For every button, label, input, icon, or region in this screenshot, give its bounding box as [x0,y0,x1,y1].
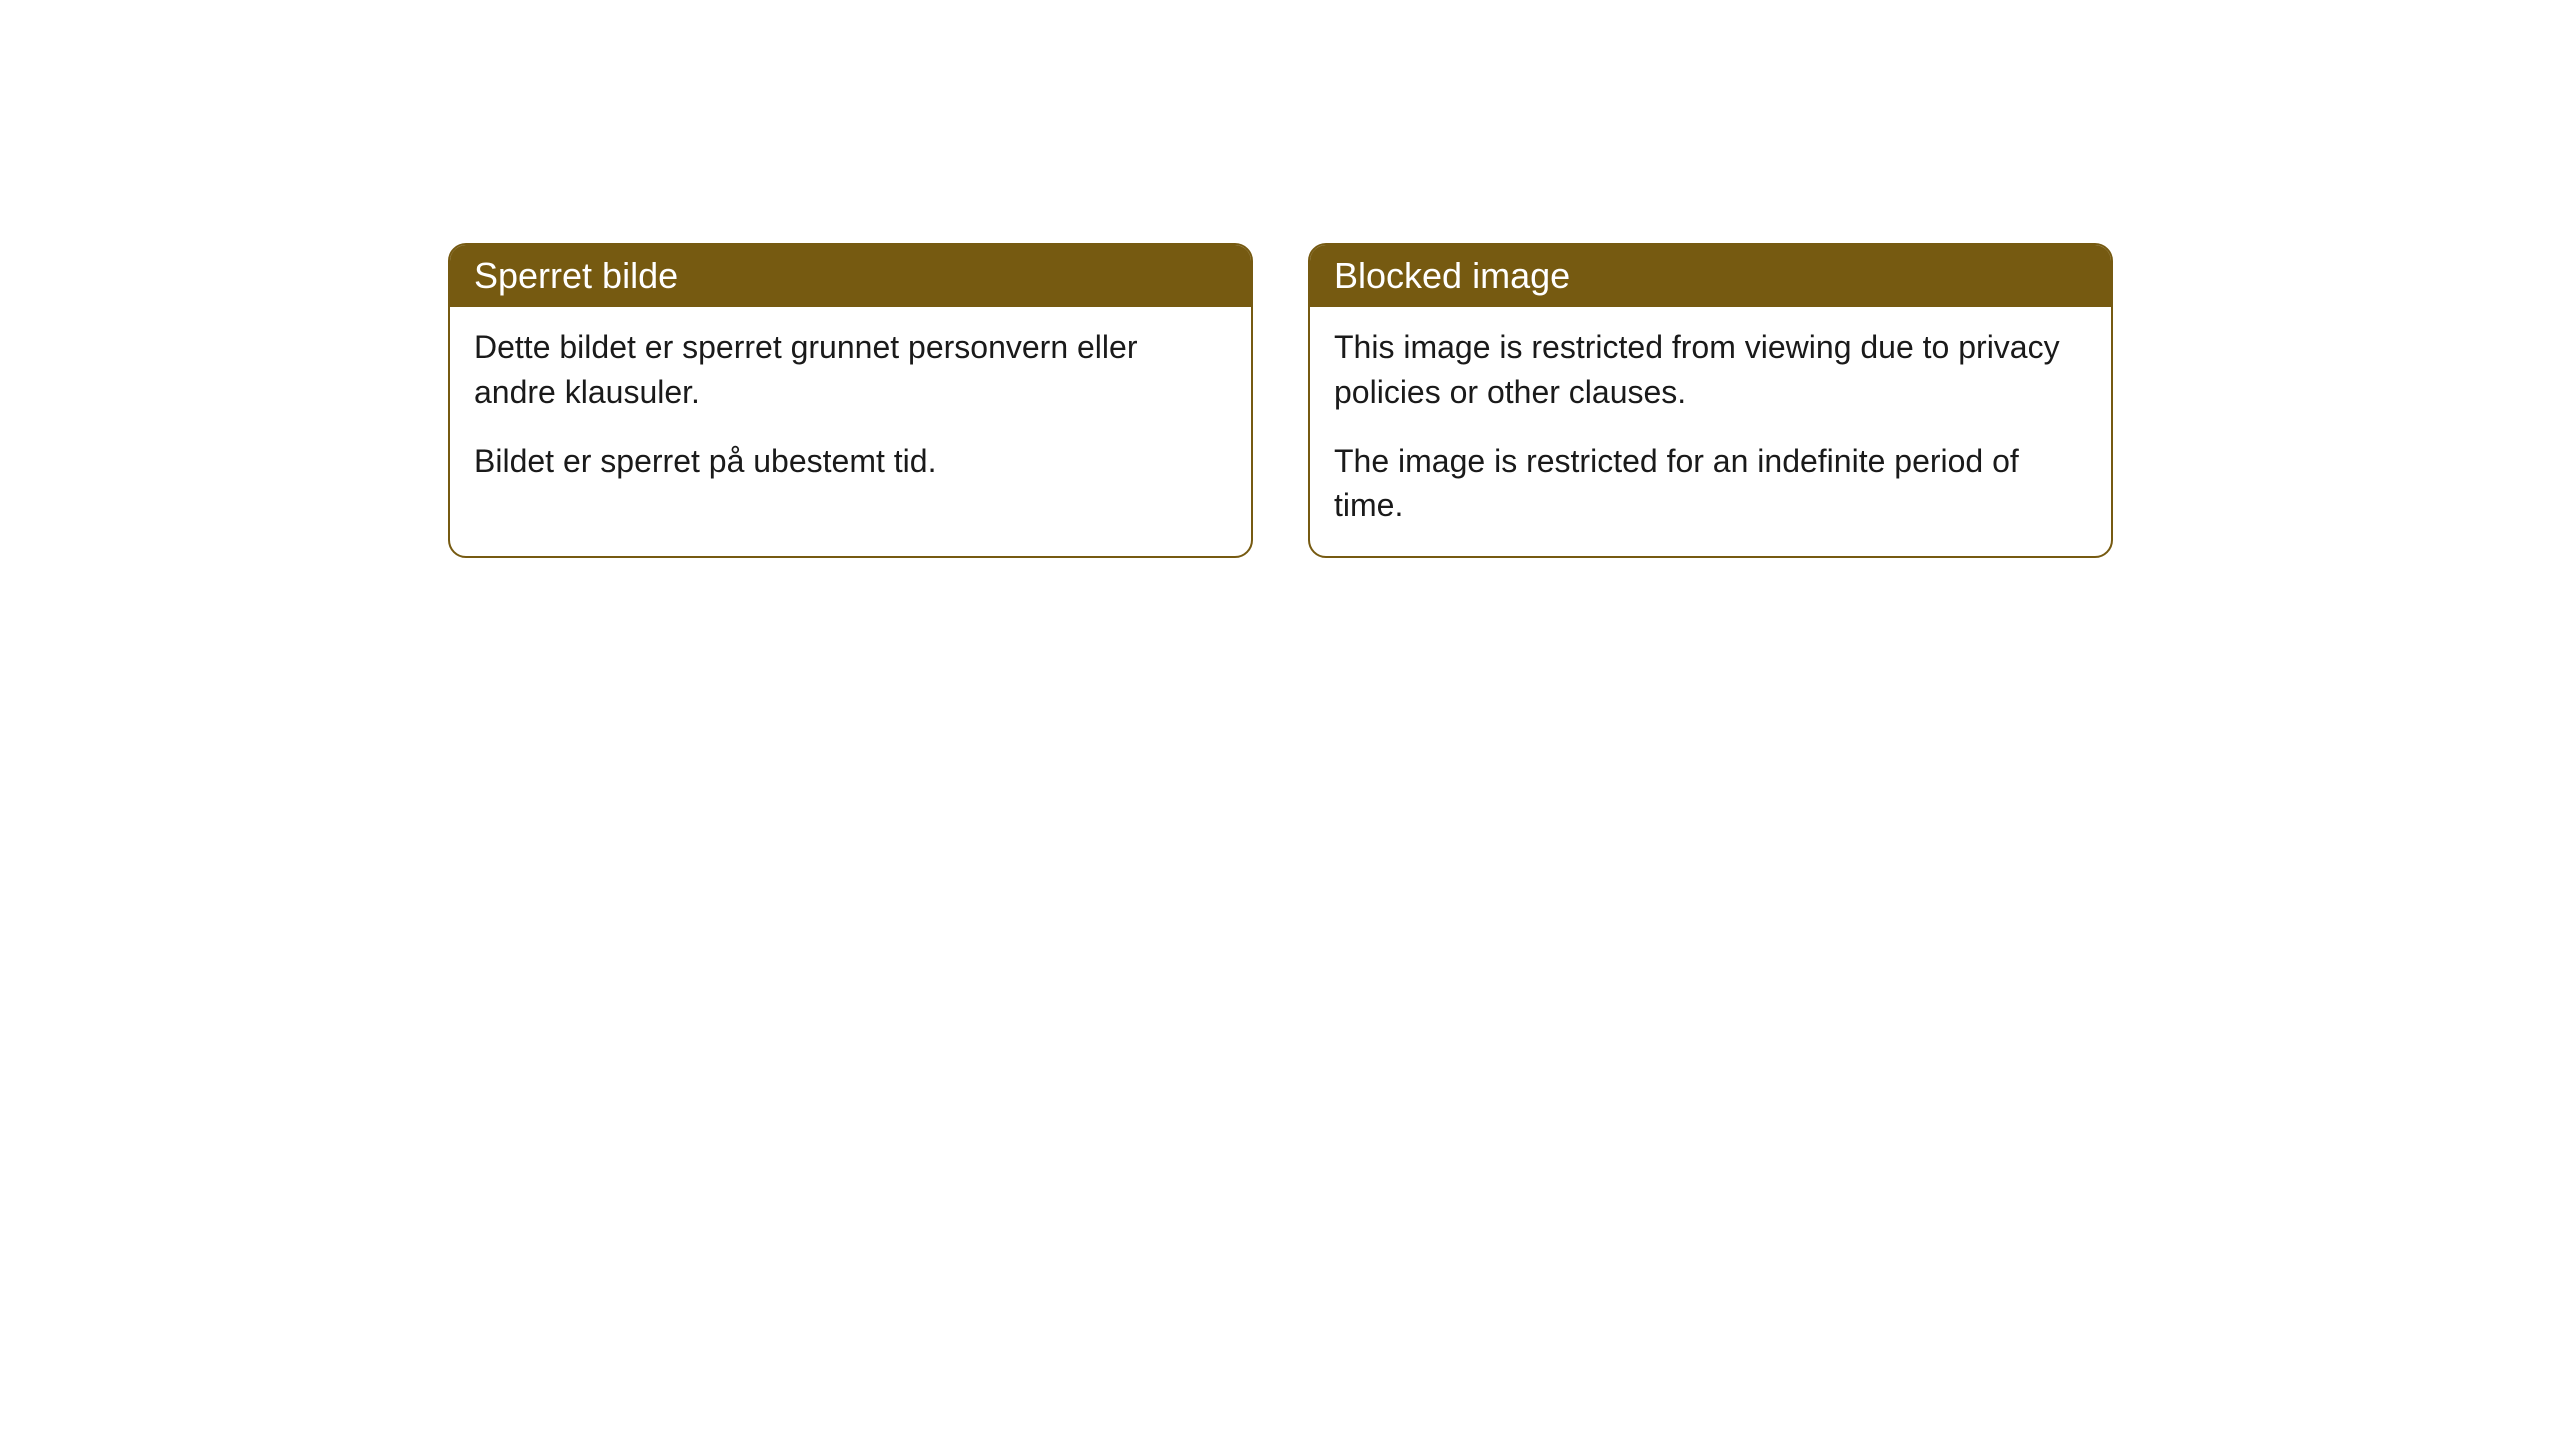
card-paragraph-2: The image is restricted for an indefinit… [1334,439,2087,529]
notice-cards-container: Sperret bilde Dette bildet er sperret gr… [448,243,2113,558]
card-title: Sperret bilde [474,255,678,296]
card-body-english: This image is restricted from viewing du… [1310,307,2111,556]
card-title: Blocked image [1334,255,1570,296]
blocked-image-card-norwegian: Sperret bilde Dette bildet er sperret gr… [448,243,1253,558]
card-paragraph-2: Bildet er sperret på ubestemt tid. [474,439,1227,484]
card-paragraph-1: This image is restricted from viewing du… [1334,325,2087,415]
card-body-norwegian: Dette bildet er sperret grunnet personve… [450,307,1251,511]
card-paragraph-1: Dette bildet er sperret grunnet personve… [474,325,1227,415]
card-header-norwegian: Sperret bilde [450,245,1251,307]
blocked-image-card-english: Blocked image This image is restricted f… [1308,243,2113,558]
card-header-english: Blocked image [1310,245,2111,307]
